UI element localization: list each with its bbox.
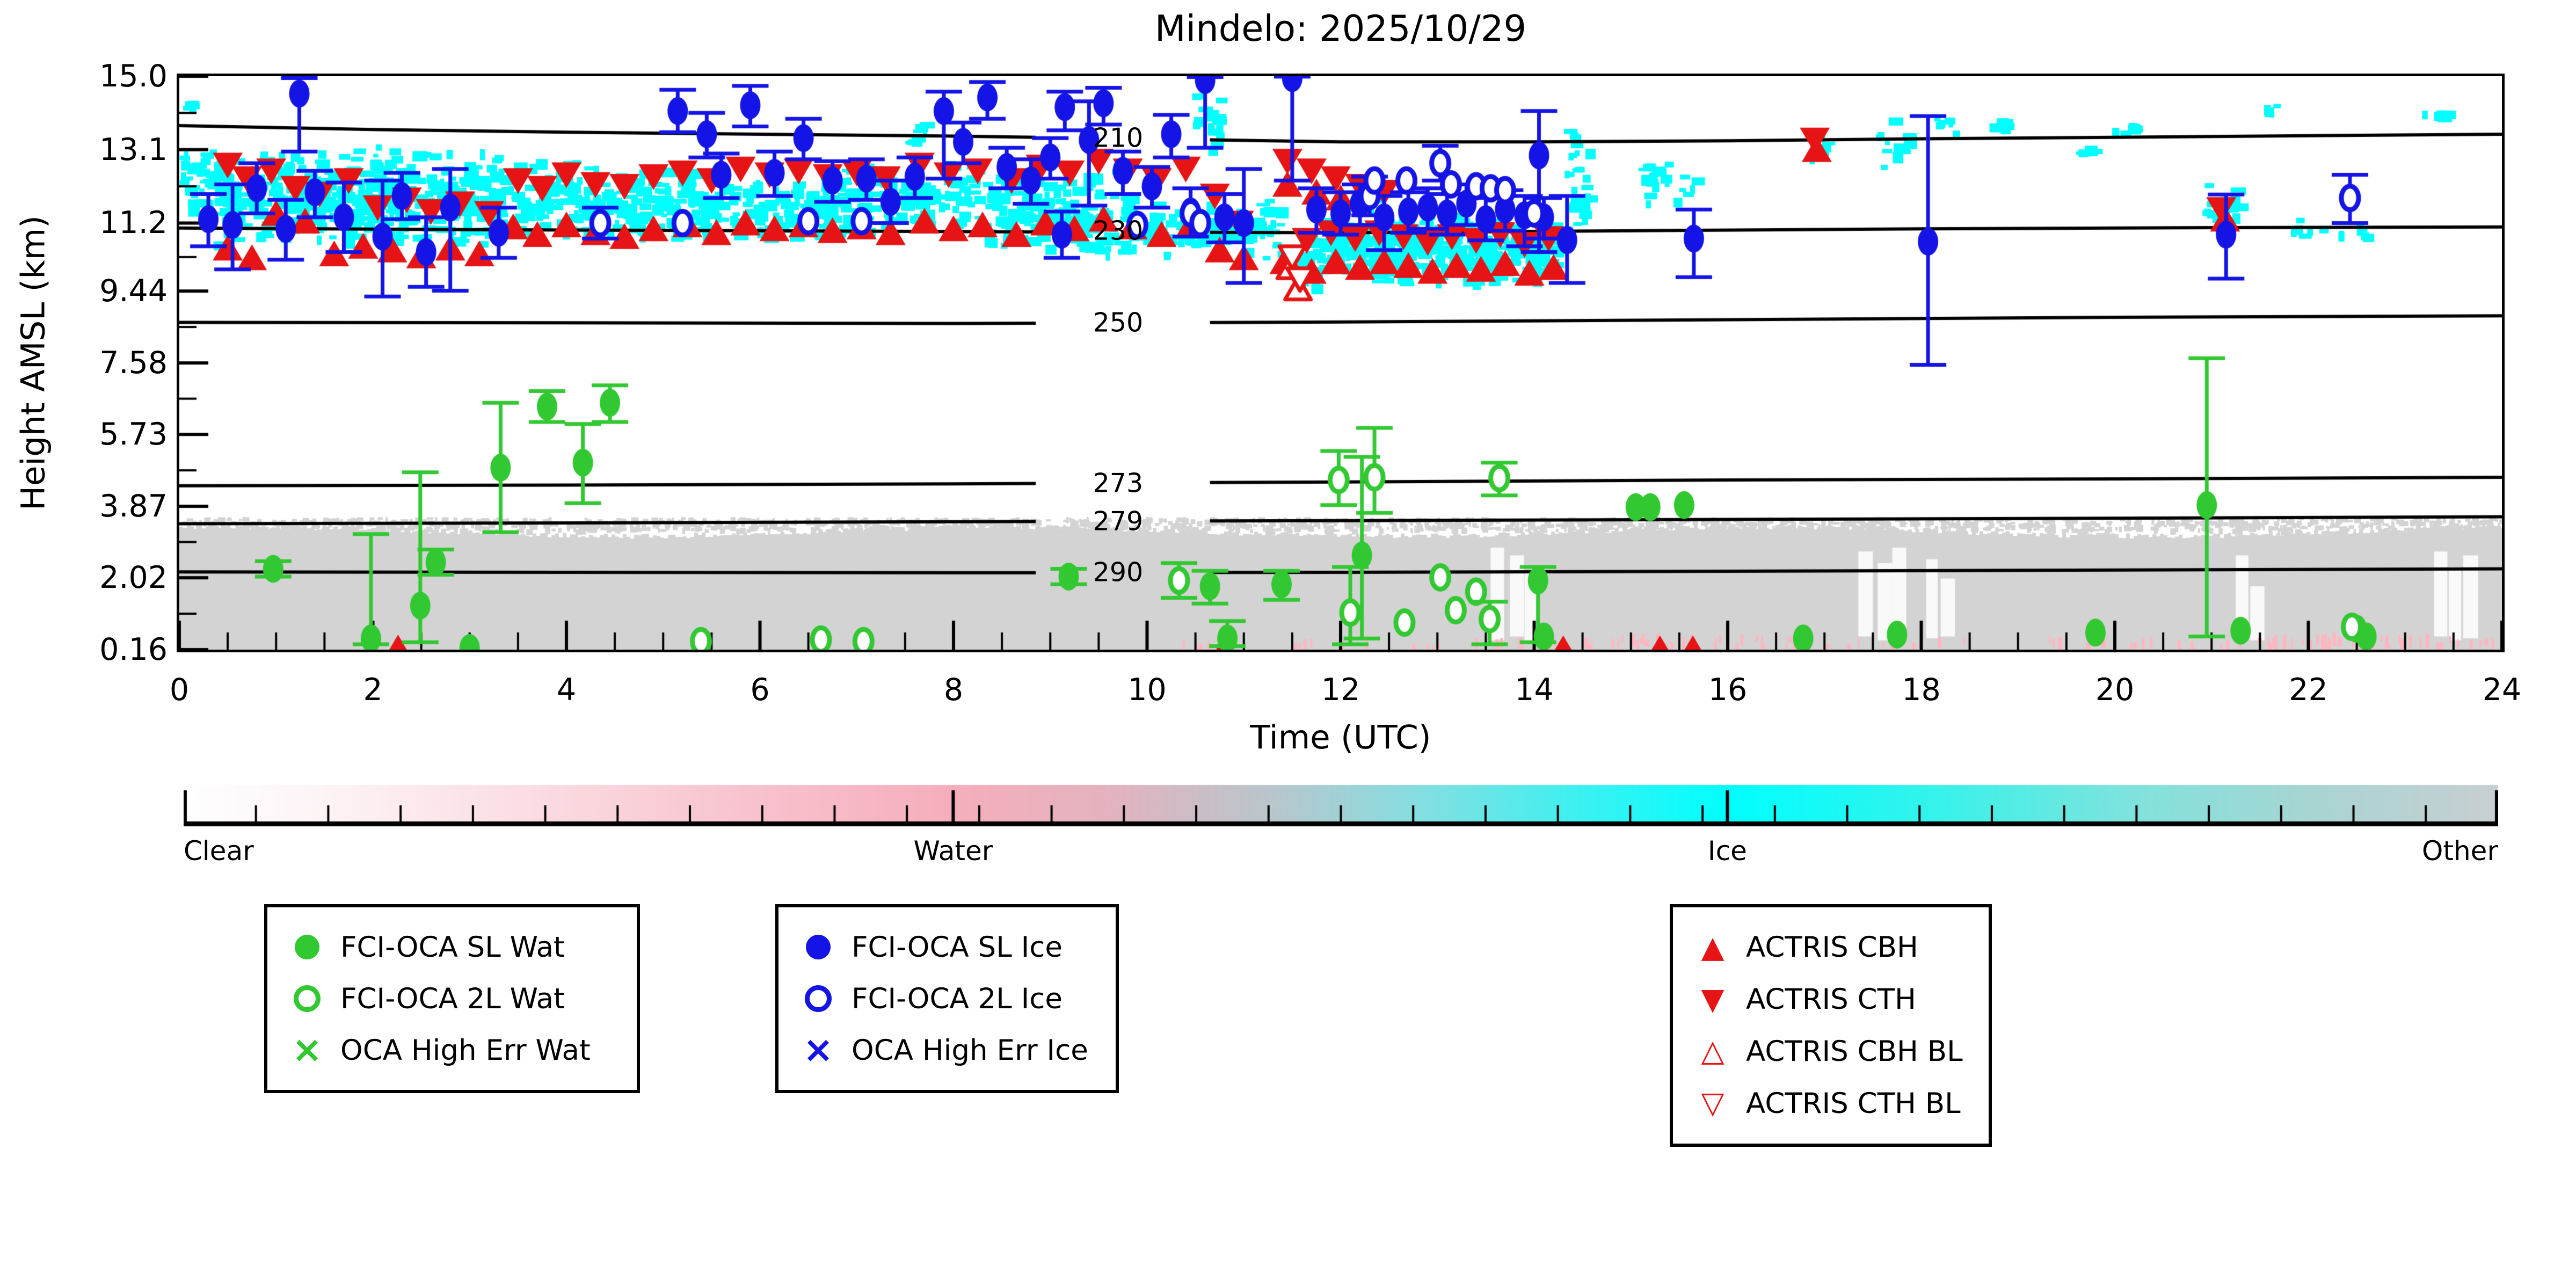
y-tick-label: 9.44: [99, 273, 168, 309]
x-marker-icon: ×: [290, 1029, 324, 1071]
legend-item: FCI-OCA SL Ice: [801, 930, 1110, 964]
legend-box-actris: ▲ ACTRIS CBH ▼ ACTRIS CTH △ ACTRIS CBH BL ▽ ACT…: [1670, 904, 1992, 1147]
legend-item: FCI-OCA 2L Wat: [290, 981, 631, 1016]
legend-label: OCA High Err Ice: [852, 1034, 1088, 1067]
tri-down-icon: ▼: [1701, 981, 1724, 1017]
plot-area: [177, 74, 2505, 652]
legend-box-water: FCI-OCA SL Wat FCI-OCA 2L Wat × OCA High Er…: [264, 904, 640, 1093]
legend-item: FCI-OCA 2L Ice: [801, 981, 1110, 1016]
circle-open-marker-icon: [290, 981, 324, 1016]
x-tick-label: 22: [2289, 672, 2328, 708]
legend-label: ACTRIS CBH: [1746, 931, 1918, 964]
colorbar-label-clear: Clear: [184, 835, 254, 867]
x-tick-label: 24: [2482, 672, 2522, 708]
circle-filled-marker-icon: [801, 930, 835, 964]
colorbar-label-water: Water: [913, 835, 993, 867]
x-tick-label: 10: [1127, 672, 1167, 708]
legend-label: FCI-OCA 2L Wat: [340, 982, 565, 1015]
tri-up-open-marker-icon: △: [1695, 1034, 1730, 1068]
x-tick-label: 18: [1902, 672, 1941, 708]
contour-label-290: 290: [1093, 557, 1144, 588]
legend-label: OCA High Err Wat: [340, 1034, 591, 1067]
contour-label-210: 210: [1093, 122, 1144, 154]
x-tick-label: 20: [2095, 672, 2135, 708]
legend-item: ▽ ACTRIS CTH BL: [1695, 1086, 1983, 1120]
contour-label-279: 279: [1093, 506, 1144, 537]
contour-label-273: 273: [1093, 468, 1144, 499]
contour-label-250: 250: [1093, 307, 1144, 338]
y-tick-label: 2.02: [99, 560, 168, 596]
legend-item: × OCA High Err Wat: [290, 1029, 631, 1071]
legend-label: FCI-OCA 2L Ice: [852, 982, 1063, 1015]
x-tick-label: 16: [1708, 672, 1748, 708]
legend-item: △ ACTRIS CBH BL: [1695, 1034, 1983, 1068]
legend-item: ▼ ACTRIS CTH: [1695, 981, 1983, 1017]
y-tick-label: 3.87: [99, 489, 168, 524]
x-axis-title: Time (UTC): [1250, 718, 1431, 756]
x-icon: ×: [292, 1029, 323, 1071]
chart-title: Mindelo: 2025/10/29: [1154, 8, 1527, 49]
tri-down-open-marker-icon: ▽: [1695, 1086, 1730, 1120]
x-icon: ×: [803, 1029, 834, 1071]
circle-filled-marker-icon: [290, 930, 324, 964]
x-tick-label: 6: [750, 672, 770, 708]
x-tick-label: 4: [556, 672, 577, 708]
y-tick-labels: 15.0 13.1 11.2 9.44 7.58 5.73 3.87 2.02 0.16: [0, 59, 168, 667]
legend-label: FCI-OCA SL Wat: [340, 930, 565, 964]
tri-down-open-icon: ▽: [1701, 1086, 1724, 1121]
x-tick-labels: 0 2 4 6 8 10 12 14 16 18 20 22 24: [170, 672, 2521, 715]
y-tick-label: 13.1: [99, 132, 168, 168]
legend-label: ACTRIS CTH BL: [1746, 1087, 1961, 1120]
open-circle-icon: [805, 985, 832, 1012]
x-tick-label: 8: [943, 672, 964, 708]
tri-up-open-icon: △: [1701, 1034, 1724, 1069]
x-marker-icon: ×: [801, 1029, 835, 1071]
contour-label-230: 230: [1093, 215, 1144, 246]
legend-label: ACTRIS CTH: [1746, 983, 1916, 1016]
x-tick-label: 12: [1321, 672, 1360, 708]
filled-circle-icon: [295, 935, 319, 959]
x-tick-label: 2: [363, 672, 383, 708]
y-tick-label: 0.16: [99, 632, 168, 667]
legend-item: ▲ ACTRIS CBH: [1695, 930, 1983, 965]
legend-item: × OCA High Err Ice: [801, 1029, 1110, 1071]
colorbar-label-other: Other: [2422, 835, 2498, 867]
y-tick-label: 15.0: [99, 59, 168, 94]
legend-box-ice: FCI-OCA SL Ice FCI-OCA 2L Ice × OCA High Er…: [775, 904, 1119, 1093]
filled-circle-icon: [806, 935, 831, 959]
legend-label: FCI-OCA SL Ice: [852, 930, 1063, 964]
circle-open-marker-icon: [801, 981, 835, 1016]
y-tick-label: 5.73: [99, 417, 168, 453]
colorbar: [184, 783, 2498, 863]
tri-up-marker-icon: ▲: [1695, 930, 1730, 965]
tri-down-marker-icon: ▼: [1695, 981, 1730, 1017]
y-tick-label: 7.58: [99, 345, 168, 381]
y-tick-label: 11.2: [99, 205, 168, 241]
x-tick-label: 14: [1515, 672, 1554, 708]
colorbar-label-ice: Ice: [1707, 835, 1747, 867]
open-circle-icon: [294, 985, 321, 1012]
tri-up-icon: ▲: [1701, 929, 1724, 965]
legend-item: FCI-OCA SL Wat: [290, 930, 631, 964]
legend-label: ACTRIS CBH BL: [1746, 1035, 1963, 1068]
plot-canvas: [179, 76, 2502, 650]
x-tick-label: 0: [169, 672, 190, 708]
